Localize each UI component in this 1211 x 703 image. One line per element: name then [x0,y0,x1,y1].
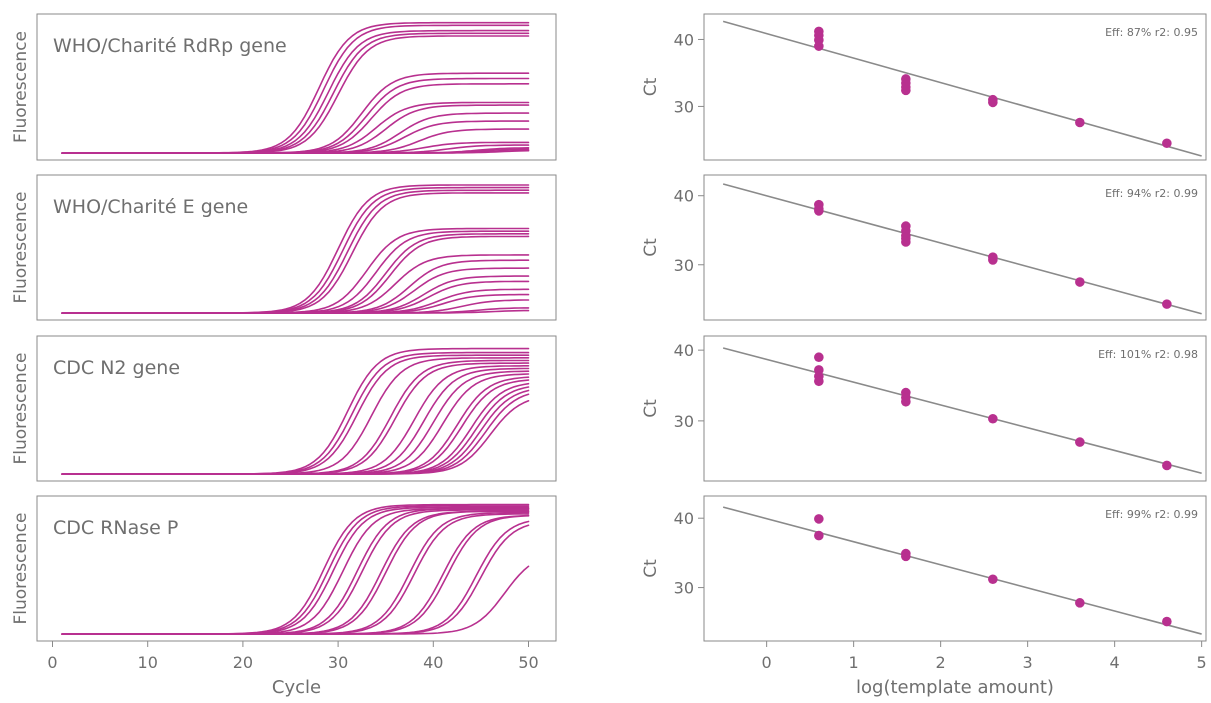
y-tick-label: 30 [674,579,694,598]
x-tick-label: 3 [1023,653,1033,672]
x-tick-label: 1 [849,653,859,672]
standard-curve-panel [698,495,1207,647]
data-point [814,352,824,363]
panel-title: CDC N2 gene [53,357,180,379]
panel-title: WHO/Charité RdRp gene [53,35,287,57]
efficiency-annotation: Eff: 94% r2: 0.99 [1105,187,1198,200]
standard-curve-panel [698,174,1207,321]
y-tick-label: 40 [674,30,694,49]
y-tick-label: 40 [674,341,694,360]
amplification-curve [61,309,530,314]
data-point [988,255,998,265]
amplification-panel [36,495,557,647]
y-tick-label: 40 [674,509,694,528]
regression-line [722,183,1202,315]
y-tick-label: 30 [674,97,694,116]
data-point [901,551,911,562]
y-axis-label: Fluorescence [11,192,31,304]
x-axis-title: Cycle [272,677,321,698]
x-tick-label: 40 [423,653,443,672]
x-tick-label: 10 [138,653,158,672]
x-axis-title: log(template amount) [856,677,1054,698]
data-point [814,206,824,216]
y-axis-label: Ct [641,399,661,418]
y-tick-label: 40 [674,187,694,206]
data-point [1162,299,1172,309]
data-point [988,97,998,108]
x-tick-label: 30 [328,653,348,672]
y-axis-label: Fluorescence [11,513,31,625]
data-point [814,530,824,541]
amplification-curve [61,565,530,635]
amplification-panel [36,13,557,161]
x-tick-label: 5 [1197,653,1207,672]
data-point [1075,117,1085,128]
amplification-curve [61,399,530,475]
data-point [988,574,998,585]
data-point [901,396,911,407]
panel-frame [36,495,557,642]
x-tick-label: 2 [936,653,946,672]
amplification-panel [36,335,557,482]
x-tick-label: 50 [518,653,538,672]
y-axis-label: Ct [641,77,661,96]
data-point [901,237,911,247]
data-point [1162,616,1172,627]
efficiency-annotation: Eff: 99% r2: 0.99 [1105,508,1198,521]
data-point [988,413,998,424]
data-point [1162,460,1172,471]
efficiency-annotation: Eff: 87% r2: 0.95 [1105,26,1198,39]
amplification-curve [61,149,530,154]
regression-line [722,20,1202,157]
data-point [1075,598,1085,608]
y-tick-label: 30 [674,412,694,431]
data-point [1075,277,1085,287]
data-point [814,514,824,524]
data-point [1075,437,1085,447]
regression-line [722,347,1202,474]
amplification-panel [36,174,557,321]
y-axis-label: Ct [641,559,661,578]
x-tick-label: 0 [762,653,772,672]
x-tick-label: 20 [233,653,253,672]
panel-frame [36,335,557,482]
y-tick-label: 30 [674,256,694,275]
y-axis-label: Fluorescence [11,31,31,143]
x-tick-label: 4 [1110,653,1120,672]
data-point [901,85,911,96]
data-point [814,376,824,387]
standard-curve-panel [698,13,1207,161]
data-point [1162,138,1172,149]
panel-title: WHO/Charité E gene [53,196,248,218]
standard-curve-panel [698,335,1207,482]
x-tick-label: 0 [47,653,57,672]
panel-frame [36,174,557,321]
y-axis-label: Fluorescence [11,353,31,465]
data-point [814,41,824,51]
regression-line [722,506,1202,635]
panel-title: CDC RNase P [53,517,178,539]
efficiency-annotation: Eff: 101% r2: 0.98 [1098,348,1198,361]
y-axis-label: Ct [641,238,661,257]
